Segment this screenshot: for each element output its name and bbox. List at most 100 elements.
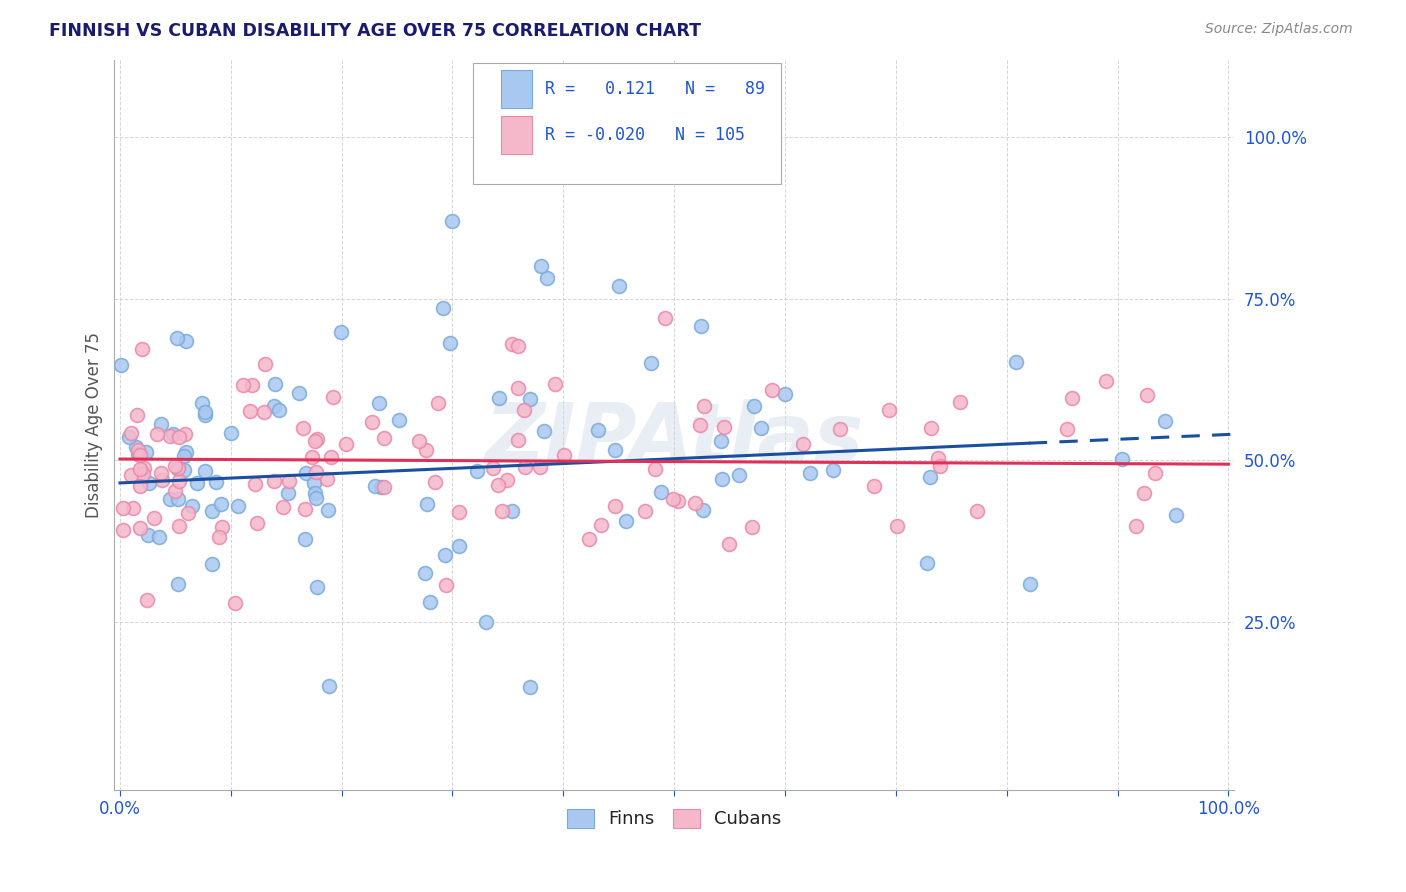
Cubans	[491, 504, 513, 518]
Finns	[148, 530, 170, 544]
Cubans	[1056, 421, 1078, 435]
Cubans	[301, 450, 323, 465]
Text: ZIPAtlas: ZIPAtlas	[485, 399, 863, 480]
Finns	[586, 423, 609, 437]
Finns	[640, 356, 662, 370]
Cubans	[211, 520, 233, 534]
Finns	[519, 680, 541, 694]
Cubans	[373, 479, 395, 493]
Finns	[536, 271, 558, 285]
Finns	[186, 475, 208, 490]
Cubans	[304, 465, 326, 479]
Finns	[1018, 576, 1040, 591]
Text: FINNISH VS CUBAN DISABILITY AGE OVER 75 CORRELATION CHART: FINNISH VS CUBAN DISABILITY AGE OVER 75 …	[49, 22, 702, 40]
FancyBboxPatch shape	[501, 70, 531, 108]
Finns	[135, 445, 157, 459]
Finns	[136, 527, 159, 541]
Cubans	[482, 461, 505, 475]
Cubans	[634, 504, 657, 518]
Finns	[180, 499, 202, 513]
Cubans	[112, 523, 135, 537]
Cubans	[294, 502, 316, 516]
Cubans	[877, 402, 900, 417]
Finns	[367, 396, 389, 410]
Cubans	[427, 396, 450, 410]
Finns	[318, 679, 340, 693]
Cubans	[224, 596, 246, 610]
Finns	[533, 424, 555, 438]
Finns	[201, 504, 224, 518]
Cubans	[1144, 467, 1167, 481]
Cubans	[927, 450, 949, 465]
Finns	[167, 491, 190, 506]
Finns	[1164, 508, 1187, 522]
Cubans	[1095, 374, 1118, 388]
Finns	[710, 434, 733, 449]
Finns	[287, 385, 309, 400]
Y-axis label: Disability Age Over 75: Disability Age Over 75	[86, 332, 103, 517]
Cubans	[254, 357, 277, 371]
Cubans	[434, 578, 457, 592]
Finns	[918, 470, 941, 484]
FancyBboxPatch shape	[501, 116, 531, 153]
Finns	[413, 566, 436, 581]
Cubans	[408, 434, 430, 448]
Finns	[773, 387, 796, 401]
Finns	[221, 425, 243, 440]
Cubans	[207, 530, 229, 544]
Finns	[692, 502, 714, 516]
Cubans	[120, 425, 142, 440]
Cubans	[122, 500, 145, 515]
Finns	[432, 301, 454, 316]
Finns	[519, 392, 541, 406]
Finns	[416, 497, 439, 511]
Text: Source: ZipAtlas.com: Source: ZipAtlas.com	[1205, 22, 1353, 37]
Cubans	[662, 492, 685, 507]
Finns	[118, 430, 141, 444]
Finns	[465, 464, 488, 478]
Finns	[173, 463, 195, 477]
Cubans	[513, 403, 536, 417]
Cubans	[761, 384, 783, 398]
Cubans	[131, 467, 153, 481]
Cubans	[322, 390, 344, 404]
Finns	[742, 400, 765, 414]
Cubans	[513, 460, 536, 475]
Cubans	[128, 521, 150, 535]
Finns	[209, 497, 232, 511]
Cubans	[486, 477, 509, 491]
Cubans	[277, 474, 299, 488]
Cubans	[167, 430, 190, 444]
Text: R =   0.121   N =   89: R = 0.121 N = 89	[546, 79, 765, 98]
FancyBboxPatch shape	[472, 63, 780, 184]
Cubans	[131, 342, 153, 356]
Cubans	[149, 467, 172, 481]
Cubans	[862, 479, 884, 493]
Finns	[614, 514, 637, 528]
Cubans	[263, 474, 285, 488]
Finns	[267, 403, 290, 417]
Cubans	[553, 449, 575, 463]
Finns	[728, 467, 751, 482]
Finns	[201, 557, 224, 571]
Cubans	[591, 517, 613, 532]
Finns	[127, 447, 149, 461]
Cubans	[1133, 486, 1156, 500]
Cubans	[159, 429, 181, 443]
Cubans	[128, 448, 150, 462]
Finns	[305, 491, 328, 505]
Cubans	[360, 415, 382, 429]
Cubans	[132, 460, 155, 475]
Cubans	[1136, 387, 1159, 401]
Cubans	[273, 500, 295, 515]
Finns	[488, 392, 510, 406]
Cubans	[508, 381, 530, 395]
Finns	[917, 556, 939, 570]
Cubans	[243, 476, 266, 491]
Cubans	[129, 462, 152, 476]
Cubans	[165, 484, 187, 499]
Finns	[650, 484, 672, 499]
Cubans	[683, 496, 706, 510]
Cubans	[693, 399, 716, 413]
Finns	[294, 466, 316, 480]
